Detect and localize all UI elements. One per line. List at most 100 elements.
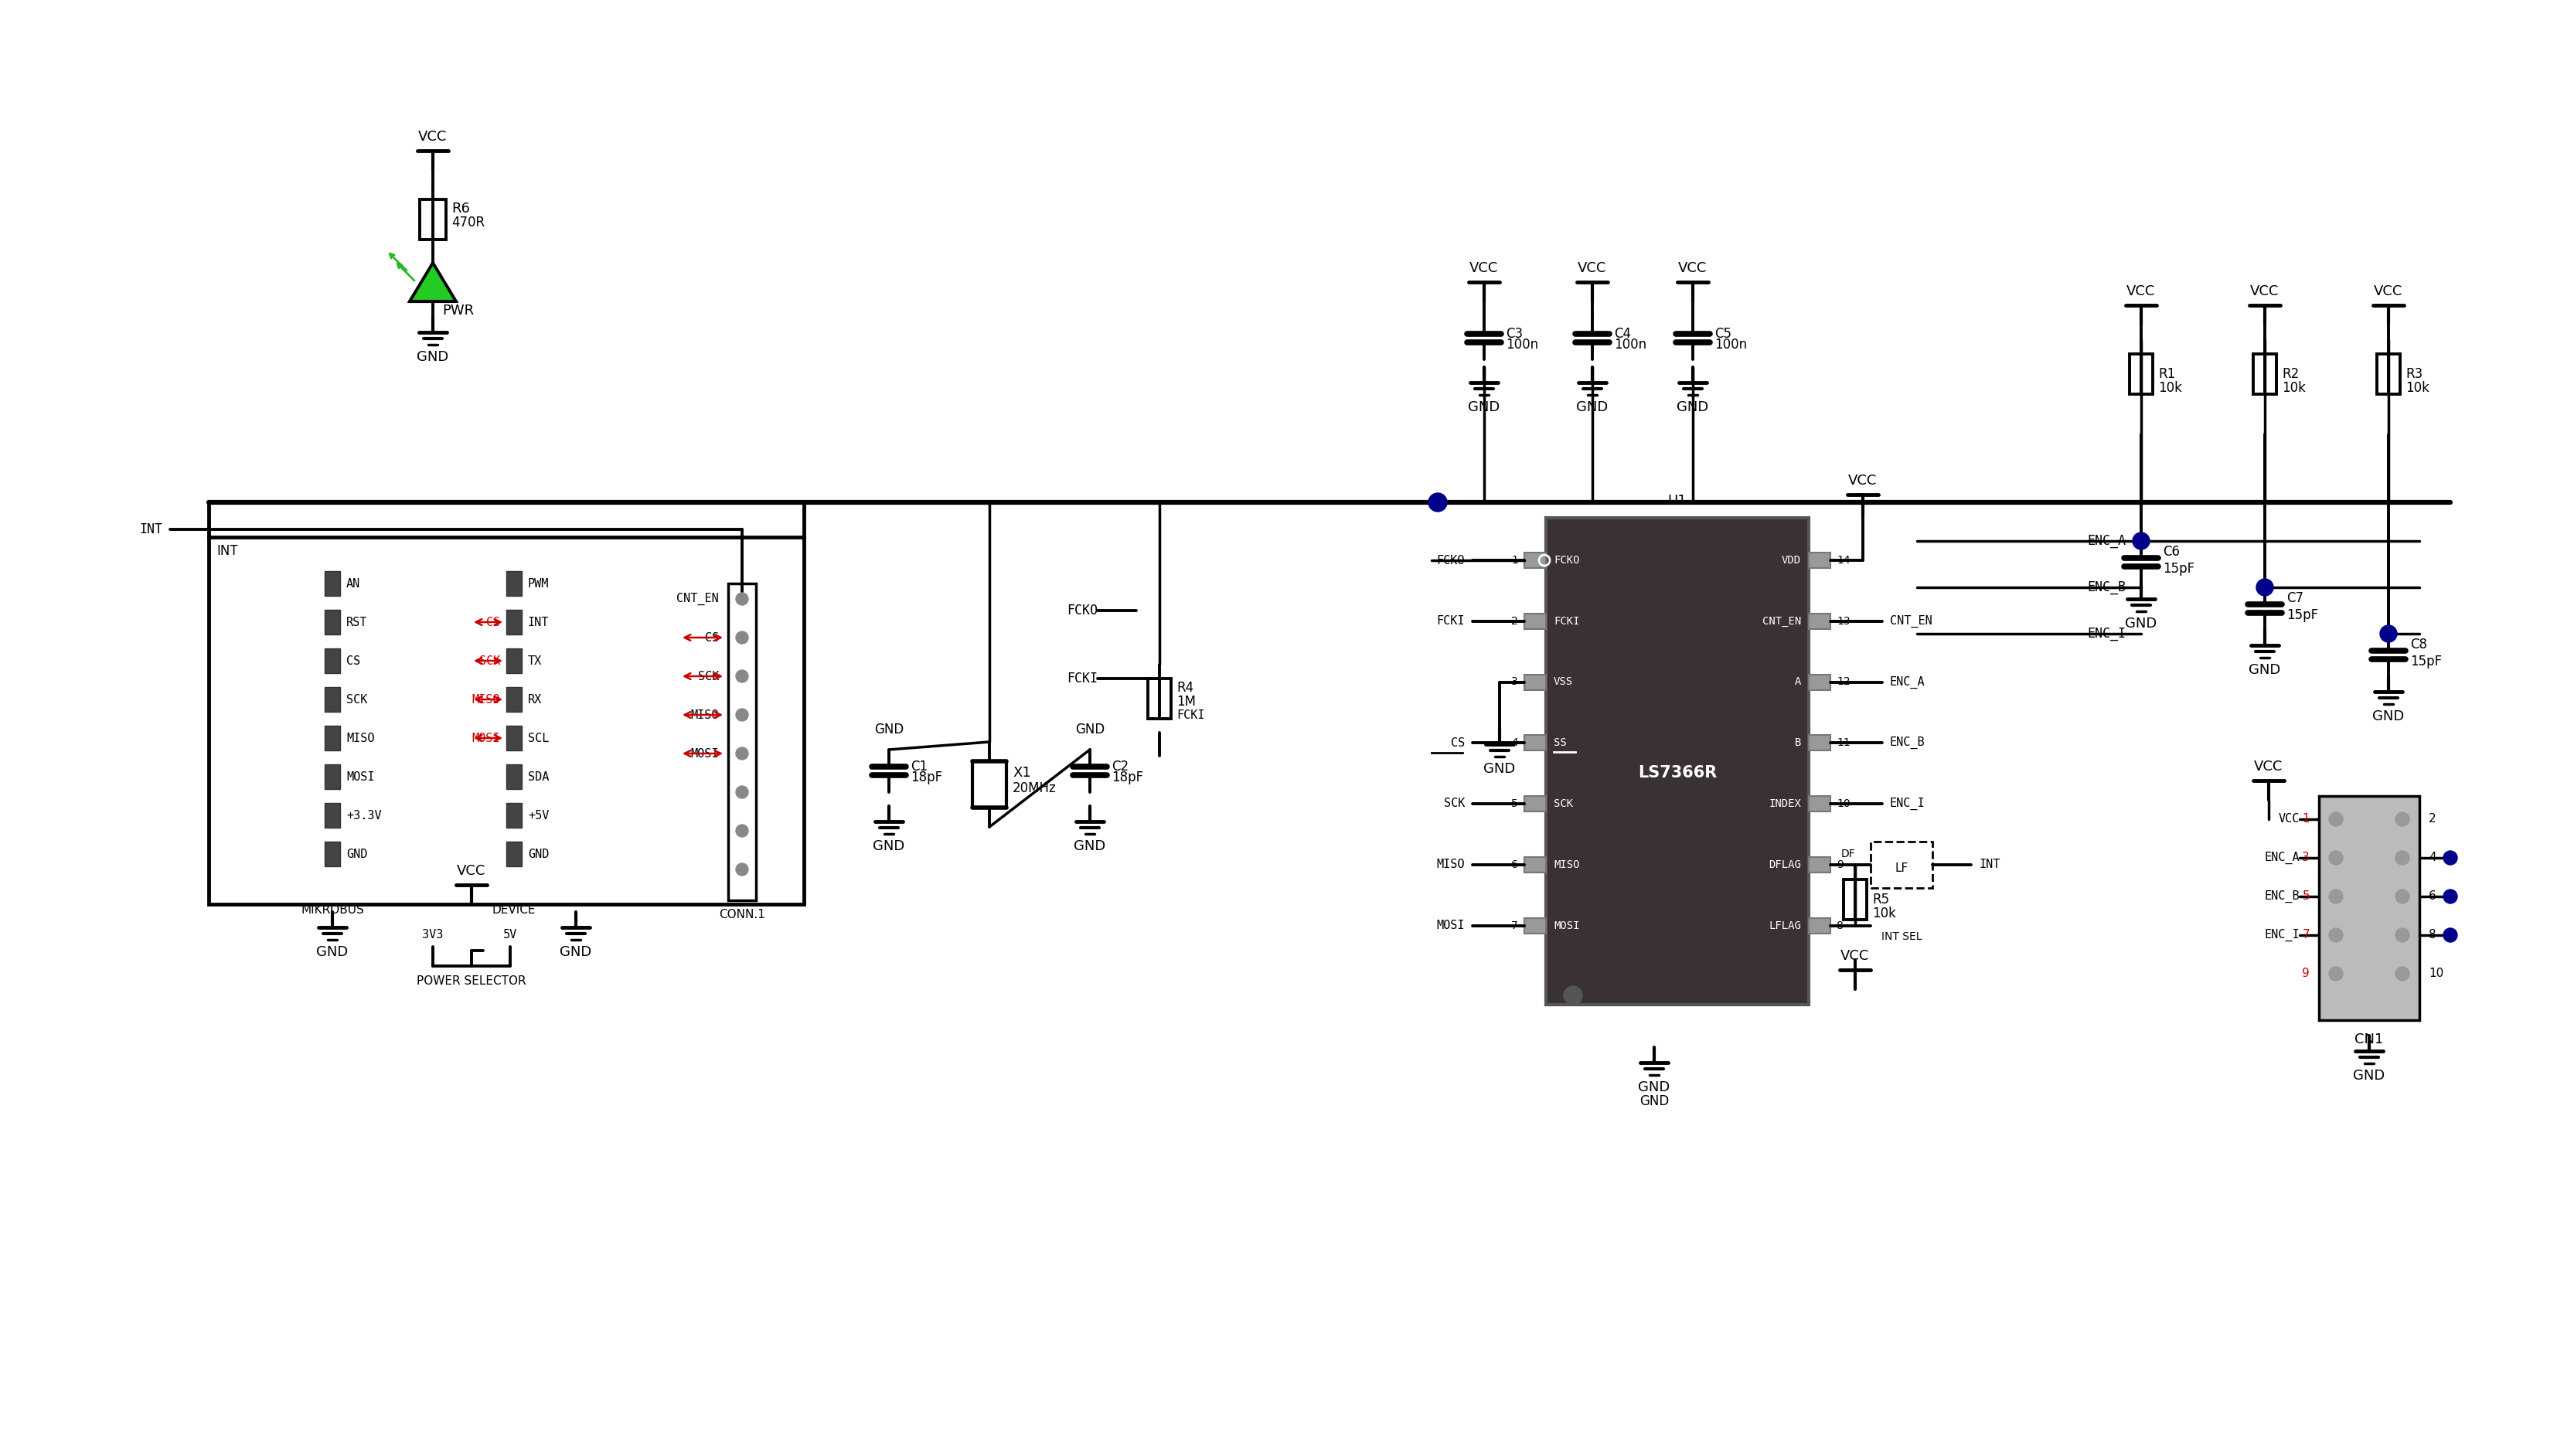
Text: 6: 6 [2429,891,2437,903]
Text: 10: 10 [1836,798,1851,810]
Text: A: A [1795,677,1800,687]
Text: VCC: VCC [2127,284,2156,298]
Text: 8: 8 [2429,929,2437,941]
Circle shape [2329,927,2342,942]
Text: 15pF: 15pF [2286,609,2319,622]
Text: 2: 2 [1511,616,1519,626]
Text: INDEX: INDEX [1769,798,1800,810]
Text: GND: GND [1639,1095,1670,1108]
Bar [1808,613,1831,629]
Bar [1524,674,1547,690]
Text: MISO: MISO [1437,859,1465,871]
Circle shape [1565,986,1583,1005]
Text: CS: CS [486,616,501,628]
Text: ENC_A: ENC_A [2087,534,2125,547]
Text: MOSI: MOSI [1437,920,1465,932]
Bar [506,725,522,750]
Text: 3V3: 3V3 [422,929,442,941]
Text: PWR: PWR [442,304,473,317]
Text: CS: CS [1450,737,1465,748]
Text: 11: 11 [1836,738,1851,748]
Text: 10k: 10k [2406,381,2429,395]
Bar [2253,354,2276,395]
Bar [325,764,340,789]
Bar [1808,674,1831,690]
Text: FCKI: FCKI [1176,711,1204,721]
Bar [1808,917,1831,933]
Text: 1: 1 [2301,814,2309,826]
Text: GND: GND [2352,1069,2386,1083]
Text: 4: 4 [2429,852,2437,863]
Text: VCC: VCC [2278,814,2299,826]
Text: 10k: 10k [2281,381,2306,395]
Text: 5: 5 [2301,891,2309,903]
Text: 100n: 100n [1506,338,1539,352]
Text: ENC_I: ENC_I [1890,798,1925,810]
Text: ENC_B: ENC_B [1890,737,1925,750]
Text: LF: LF [1895,862,1908,874]
Text: 20MHz: 20MHz [1013,782,1056,795]
Text: INT: INT [138,523,161,536]
Text: 100n: 100n [1613,338,1647,352]
Circle shape [2329,967,2342,981]
Circle shape [736,670,749,683]
Text: ENC_A: ENC_A [2266,852,2299,863]
Circle shape [2396,812,2409,826]
Text: CN1: CN1 [2355,1032,2383,1047]
Text: SCK: SCK [1445,798,1465,810]
Text: 4: 4 [1511,738,1519,748]
Polygon shape [409,262,455,301]
Bar [325,610,340,635]
Circle shape [2329,850,2342,865]
Text: 7: 7 [2301,929,2309,941]
Text: GND: GND [1074,839,1105,853]
Circle shape [2444,890,2457,903]
Bar [506,648,522,673]
Text: POWER SELECTOR: POWER SELECTOR [417,976,527,987]
Text: DEVICE: DEVICE [491,904,537,916]
Circle shape [1429,494,1447,511]
Text: R5: R5 [1872,893,1890,907]
Text: INT: INT [217,545,238,558]
Circle shape [736,747,749,760]
Bar [2130,354,2153,395]
Bar [506,571,522,596]
Text: SS: SS [1555,738,1567,748]
Bar [1808,858,1831,872]
Bar [1524,613,1547,629]
Bar [506,764,522,789]
Text: FCKI: FCKI [1066,671,1097,686]
Text: 6: 6 [1511,859,1519,871]
Text: ENC_B: ENC_B [2087,581,2125,594]
Text: C6: C6 [2163,545,2179,559]
Text: 9: 9 [2301,968,2309,980]
Bar [1524,553,1547,568]
Circle shape [736,863,749,875]
Text: 10k: 10k [1872,907,1895,920]
Bar [1808,796,1831,811]
Bar [325,842,340,866]
Bar [325,802,340,827]
Text: GND: GND [317,945,348,960]
Text: 15pF: 15pF [2163,562,2194,575]
Text: FCKI: FCKI [1437,616,1465,628]
Text: CS: CS [345,655,361,667]
Bar [729,584,757,900]
Text: 14: 14 [1836,555,1851,566]
Text: FCKO: FCKO [1066,604,1097,617]
Text: 10: 10 [2429,968,2444,980]
Text: VCC: VCC [1841,949,1869,962]
Text: GND: GND [2373,709,2404,724]
Text: 3: 3 [2301,852,2309,863]
Bar [2378,354,2401,395]
Text: MOSI: MOSI [1555,920,1580,930]
Text: MISO: MISO [473,693,501,705]
Text: VSS: VSS [1555,677,1573,687]
Text: R4: R4 [1176,681,1194,695]
Circle shape [2444,850,2457,865]
Text: 12: 12 [1836,677,1851,687]
Bar [1844,879,1867,920]
Text: GND: GND [1468,400,1501,415]
Text: MISO: MISO [690,709,719,721]
Bar [1524,796,1547,811]
